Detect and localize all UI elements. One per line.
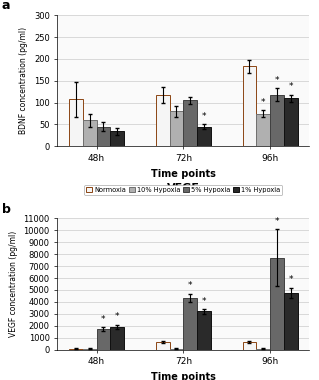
Bar	[110, 131, 124, 146]
Y-axis label: BDNF concentration (pg/ml): BDNF concentration (pg/ml)	[19, 27, 28, 135]
Bar	[97, 127, 110, 146]
Bar	[156, 342, 169, 350]
Text: *: *	[289, 276, 293, 284]
Bar	[97, 329, 110, 350]
Bar	[169, 111, 183, 146]
Bar	[156, 95, 169, 146]
Text: *: *	[275, 76, 279, 85]
Bar	[69, 348, 83, 350]
Text: *: *	[202, 112, 206, 121]
Bar	[256, 114, 270, 146]
Bar	[183, 100, 197, 146]
Text: *: *	[188, 281, 193, 290]
Text: *: *	[115, 312, 120, 321]
Text: *: *	[202, 297, 206, 306]
Bar	[270, 258, 284, 350]
Text: a: a	[2, 0, 11, 13]
Text: *: *	[261, 98, 266, 107]
Text: *: *	[275, 217, 279, 226]
X-axis label: Time points: Time points	[151, 169, 216, 179]
X-axis label: Time points: Time points	[151, 372, 216, 380]
Text: *: *	[101, 315, 106, 324]
Bar	[256, 348, 270, 350]
Bar	[110, 327, 124, 350]
Bar	[270, 95, 284, 146]
Bar	[284, 98, 298, 146]
Bar	[284, 293, 298, 350]
Legend: Normoxia, 10% Hypoxia, 5% Hypoxia, 1% Hypoxia: Normoxia, 10% Hypoxia, 5% Hypoxia, 1% Hy…	[85, 185, 282, 195]
Bar	[242, 66, 256, 146]
Bar	[169, 348, 183, 350]
Y-axis label: VEGF concentration (pg/ml): VEGF concentration (pg/ml)	[9, 231, 18, 337]
Bar	[83, 348, 97, 350]
Text: b: b	[2, 203, 11, 216]
Title: VEGF: VEGF	[167, 183, 200, 193]
Bar	[197, 127, 211, 146]
Bar	[183, 298, 197, 350]
Text: *: *	[289, 82, 293, 92]
Bar	[242, 342, 256, 350]
Bar	[197, 312, 211, 350]
Bar	[69, 99, 83, 146]
Bar	[83, 120, 97, 146]
